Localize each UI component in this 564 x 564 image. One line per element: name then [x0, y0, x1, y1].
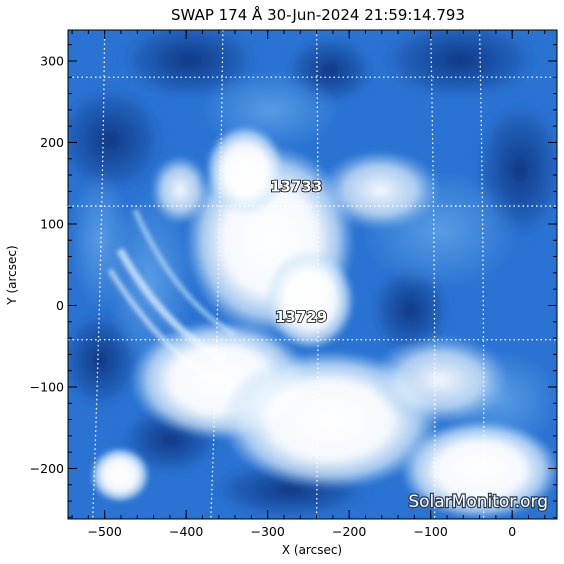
active-region-label: 13729 — [275, 308, 327, 326]
plot-frame — [67, 29, 558, 520]
axis-ticks — [68, 30, 557, 519]
y-axis-label: Y (arcsec) — [5, 245, 19, 305]
x-tick-label: −400 — [169, 524, 203, 539]
bright-active-region — [90, 125, 557, 519]
active-region-label: 13733 — [270, 177, 322, 195]
active-region-labels: 13733 13729 — [269, 177, 328, 327]
image-title: SWAP 174 Å 30-Jun-2024 21:59:14.793 — [171, 5, 465, 24]
y-tick-label: 300 — [40, 53, 64, 68]
x-axis-label: X (arcsec) — [282, 543, 342, 557]
y-tick-label: 100 — [40, 216, 64, 231]
x-tick-label: −300 — [251, 524, 285, 539]
y-tick-label: −200 — [30, 461, 64, 476]
watermark: SolarMonitor.org — [408, 492, 548, 512]
axis-tick-labels: −500 −400 −300 −200 −100 0 −200 −100 0 100 200 300 — [30, 53, 517, 539]
x-tick-label: −100 — [414, 524, 448, 539]
y-tick-label: 200 — [40, 135, 64, 150]
solar-euv-image — [68, 30, 557, 519]
heliographic-grid — [68, 30, 557, 519]
x-tick-label: −500 — [88, 524, 122, 539]
y-tick-label: 0 — [56, 298, 64, 313]
x-tick-label: 0 — [508, 524, 516, 539]
x-tick-label: −200 — [332, 524, 366, 539]
y-tick-label: −100 — [30, 379, 64, 394]
